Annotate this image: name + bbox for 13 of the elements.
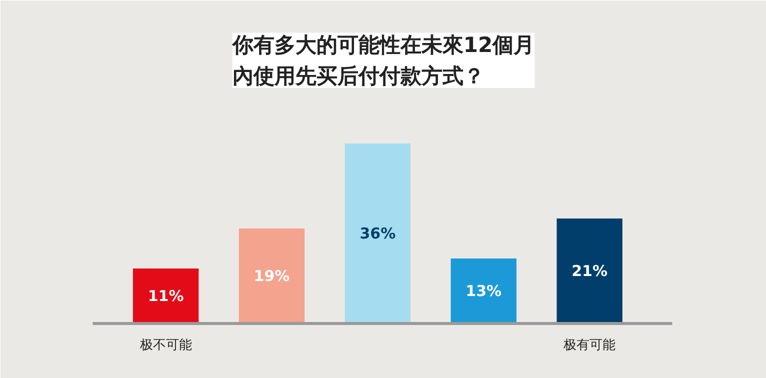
chart-title: 你有多大的可能性在未來12個月內使用先买后付付款方式？ bbox=[231, 32, 535, 88]
x-tick-label: 极不可能 bbox=[138, 338, 192, 353]
bar bbox=[450, 258, 516, 324]
bar bbox=[344, 144, 411, 324]
data-label: 13% bbox=[466, 282, 502, 300]
data-label: 11% bbox=[148, 287, 184, 305]
bar bbox=[132, 268, 199, 324]
data-label: 19% bbox=[254, 267, 290, 285]
data-label: 36% bbox=[360, 224, 396, 242]
bar bbox=[238, 228, 305, 324]
data-label: 21% bbox=[572, 262, 608, 280]
x-tick-label: 极有可能 bbox=[562, 338, 616, 353]
bar bbox=[556, 218, 622, 324]
